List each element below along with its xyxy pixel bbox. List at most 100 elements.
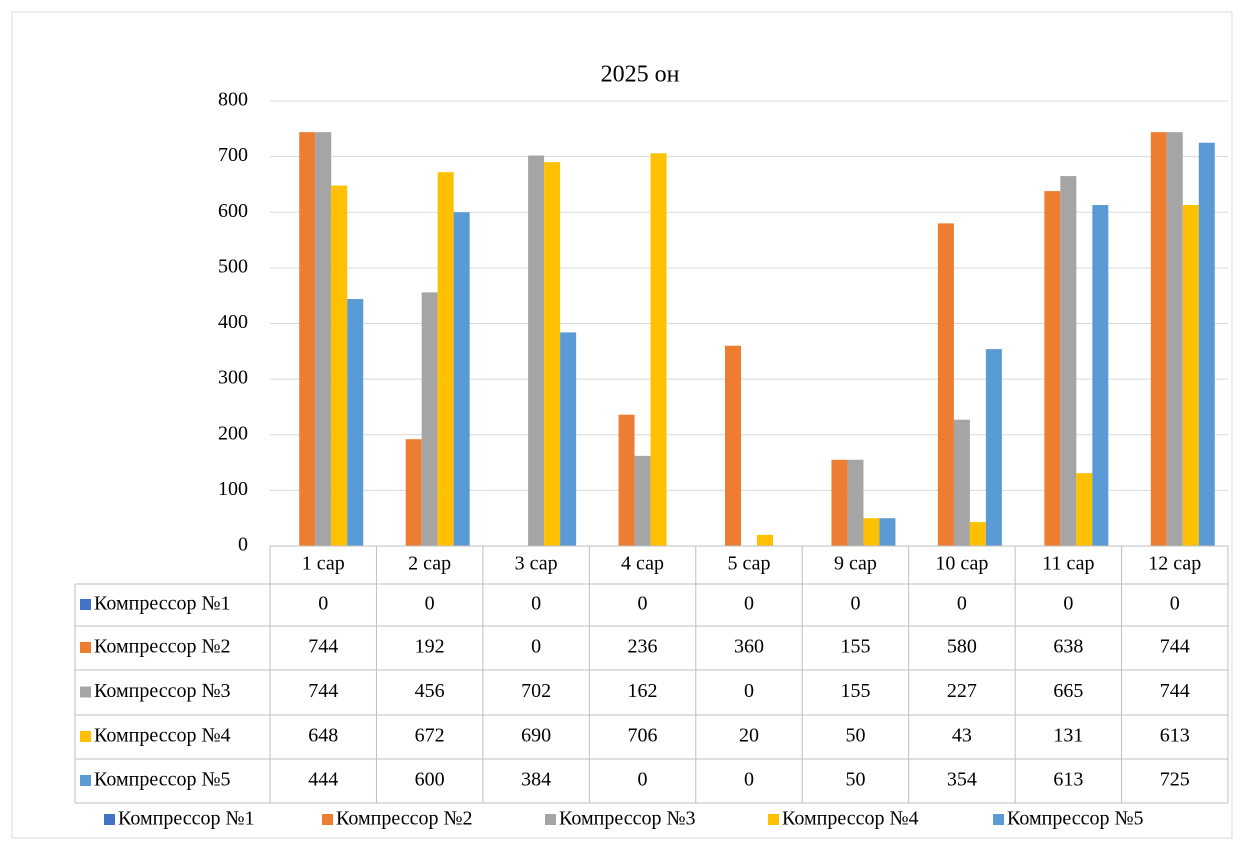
table-cell: 0 [638, 769, 648, 791]
legend-key [545, 814, 556, 825]
table-legend-key [80, 775, 91, 786]
legend-label: Компрессор №2 [336, 808, 473, 830]
table-cell: 0 [1170, 593, 1180, 615]
table-cell: 155 [840, 680, 870, 702]
table-cell: 0 [318, 593, 328, 615]
table-cell: 0 [425, 593, 435, 615]
x-tick-label: 11 сар [1042, 553, 1094, 575]
table-cell: 0 [638, 593, 648, 615]
table-cell: 744 [1160, 636, 1190, 658]
table-cell: 0 [744, 769, 754, 791]
y-tick-label: 100 [218, 478, 248, 500]
legend-label: Компрессор №5 [1007, 808, 1144, 830]
table-cell: 43 [952, 725, 972, 747]
bar [1044, 191, 1061, 547]
x-tick-label: 2 сар [408, 553, 451, 575]
legend-label: Компрессор №1 [118, 808, 255, 830]
table-cell: 702 [521, 680, 551, 702]
bar [953, 419, 970, 546]
chart-title: 2025 он [601, 62, 680, 88]
bar [725, 345, 741, 546]
bar [937, 223, 954, 546]
table-cell: 0 [744, 680, 754, 702]
table-cell: 0 [957, 593, 967, 615]
table-cell: 384 [521, 769, 551, 791]
bar [879, 518, 896, 546]
bar [1166, 132, 1183, 546]
bar [1060, 176, 1077, 546]
table-cell: 690 [521, 725, 551, 747]
table-row-label: Компрессор №3 [94, 680, 231, 702]
table-cell: 580 [947, 636, 977, 658]
legend-label: Компрессор №4 [782, 808, 919, 830]
table-legend-key [80, 642, 91, 653]
legend-key [104, 814, 115, 825]
bar [757, 534, 773, 546]
bar [299, 132, 316, 546]
bar [831, 459, 848, 546]
bar [650, 153, 667, 546]
y-tick-label: 800 [218, 89, 248, 111]
bar [969, 522, 986, 546]
bar [560, 332, 577, 546]
table-cell: 613 [1053, 769, 1083, 791]
y-tick-label: 600 [218, 200, 248, 222]
table-cell: 444 [308, 769, 338, 791]
table-cell: 456 [415, 680, 445, 702]
bar [1092, 205, 1109, 547]
table-cell: 672 [415, 725, 445, 747]
bar [1182, 205, 1199, 547]
table-row-label: Компрессор №4 [94, 725, 231, 747]
y-tick-label: 700 [218, 144, 248, 166]
table-cell: 50 [845, 725, 865, 747]
x-tick-label: 4 сар [621, 553, 664, 575]
y-tick-label: 200 [218, 422, 248, 444]
bar [1198, 142, 1215, 546]
table-cell: 360 [734, 636, 764, 658]
x-tick-label: 12 сар [1148, 553, 1201, 575]
bar [634, 455, 651, 546]
table-cell: 744 [308, 680, 338, 702]
table-cell: 0 [531, 636, 541, 658]
legend-label: Компрессор №3 [559, 808, 696, 830]
bar [528, 155, 545, 546]
x-tick-label: 1 сар [302, 553, 345, 575]
legend-key [768, 814, 779, 825]
table-cell: 50 [845, 769, 865, 791]
x-tick-label: 9 сар [834, 553, 877, 575]
table-legend-key [80, 686, 91, 698]
legend-key [322, 814, 333, 825]
table-cell: 706 [628, 725, 658, 747]
table-cell: 354 [947, 769, 977, 791]
table-cell: 227 [947, 680, 977, 702]
y-tick-label: 500 [218, 255, 248, 277]
table-cell: 162 [628, 680, 658, 702]
table-cell: 20 [739, 725, 759, 747]
table-cell: 613 [1160, 725, 1190, 747]
table-cell: 192 [415, 636, 445, 658]
x-tick-label: 10 сар [935, 553, 988, 575]
table-cell: 0 [744, 593, 754, 615]
bar [453, 212, 470, 546]
table-legend-key [80, 599, 91, 610]
bar [1150, 132, 1167, 546]
table-row-label: Компрессор №5 [94, 769, 231, 791]
table-cell: 600 [415, 769, 445, 791]
table-legend-key [80, 731, 91, 742]
bar [405, 439, 422, 546]
bar [847, 459, 864, 546]
table-cell: 155 [840, 636, 870, 658]
bar [985, 349, 1002, 546]
table-cell: 725 [1160, 769, 1190, 791]
bar [1076, 473, 1093, 546]
bar [331, 185, 348, 547]
bar [347, 299, 364, 546]
y-tick-label: 300 [218, 367, 248, 389]
table-cell: 744 [308, 636, 338, 658]
table-row-label: Компрессор №1 [94, 593, 231, 615]
bar [315, 132, 332, 546]
bar [863, 518, 880, 546]
table-row-label: Компрессор №2 [94, 636, 231, 658]
table-cell: 0 [531, 593, 541, 615]
